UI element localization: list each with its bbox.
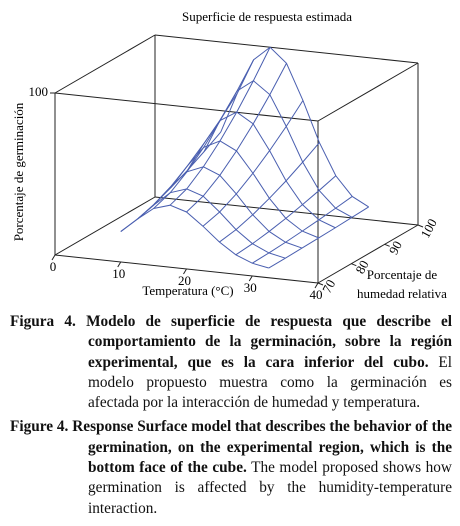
cube-edge (54, 34, 156, 94)
caption: Figure 4. Response Surface model that de… (10, 417, 452, 518)
caption-text: The model proposed shows how germination… (88, 459, 452, 517)
x-tick-label: 40 (310, 287, 323, 302)
x-tick (183, 268, 187, 275)
y-tick-label: 90 (386, 238, 405, 257)
surface-line (235, 175, 337, 256)
x-tick-label: 20 (178, 273, 191, 288)
surface-line (251, 196, 353, 264)
cube-edge (154, 34, 419, 64)
y-tick-label: 100 (417, 216, 439, 240)
y-tick (317, 282, 324, 286)
surface-line (169, 47, 271, 206)
caption-label: Figure 4. (10, 418, 69, 436)
caption-bold: Modelo de superficie de respuesta que de… (86, 313, 452, 371)
surface-line (203, 80, 353, 218)
cube-edge (317, 62, 419, 122)
chart: Superficie de respuesta estimada Tempera… (11, 9, 447, 302)
surface-line (219, 142, 320, 243)
x-tick (51, 254, 56, 261)
y-tick (351, 263, 357, 267)
y-tick-label: 70 (319, 277, 338, 296)
x-tick (314, 282, 319, 289)
cube-edge (54, 92, 319, 122)
y-tick (417, 224, 424, 228)
x-tick (248, 275, 253, 282)
x-tick-label: 30 (244, 280, 257, 295)
cube-edge (154, 196, 419, 226)
surface-line (220, 46, 369, 208)
captions: Figura 4. Modelo de superficie de respue… (0, 312, 460, 519)
caption-label: Figura 4. (10, 313, 76, 330)
surface-line (268, 206, 369, 269)
surface-line (120, 204, 269, 269)
x-tick (117, 261, 122, 268)
y-axis-label: Porcentaje de (367, 267, 438, 282)
surface-line (186, 63, 287, 213)
caption: Figura 4. Modelo de superficie de respue… (10, 312, 452, 413)
x-axis-label: Temperatura (°C) (142, 283, 233, 298)
caption-bold: Response Surface model that describes th… (72, 418, 452, 477)
z-axis-label: Porcentaje de germinación (11, 102, 26, 241)
x-tick-label: 0 (50, 259, 57, 274)
y-tick (384, 243, 390, 247)
z-tick-label: 100 (29, 84, 49, 99)
x-tick-label: 10 (112, 266, 125, 281)
cube-edge (54, 196, 156, 256)
surface-line (153, 59, 255, 209)
surface-line (170, 140, 319, 239)
chart-title: Superficie de respuesta estimada (182, 9, 352, 24)
y-axis-label: humedad relativa (357, 286, 447, 301)
cube-edge (317, 224, 419, 284)
caption-text: El modelo propuesto muestra como la germ… (88, 353, 453, 412)
surface-line (137, 188, 286, 259)
y-tick-label: 80 (352, 258, 371, 277)
surface-line (202, 100, 304, 227)
